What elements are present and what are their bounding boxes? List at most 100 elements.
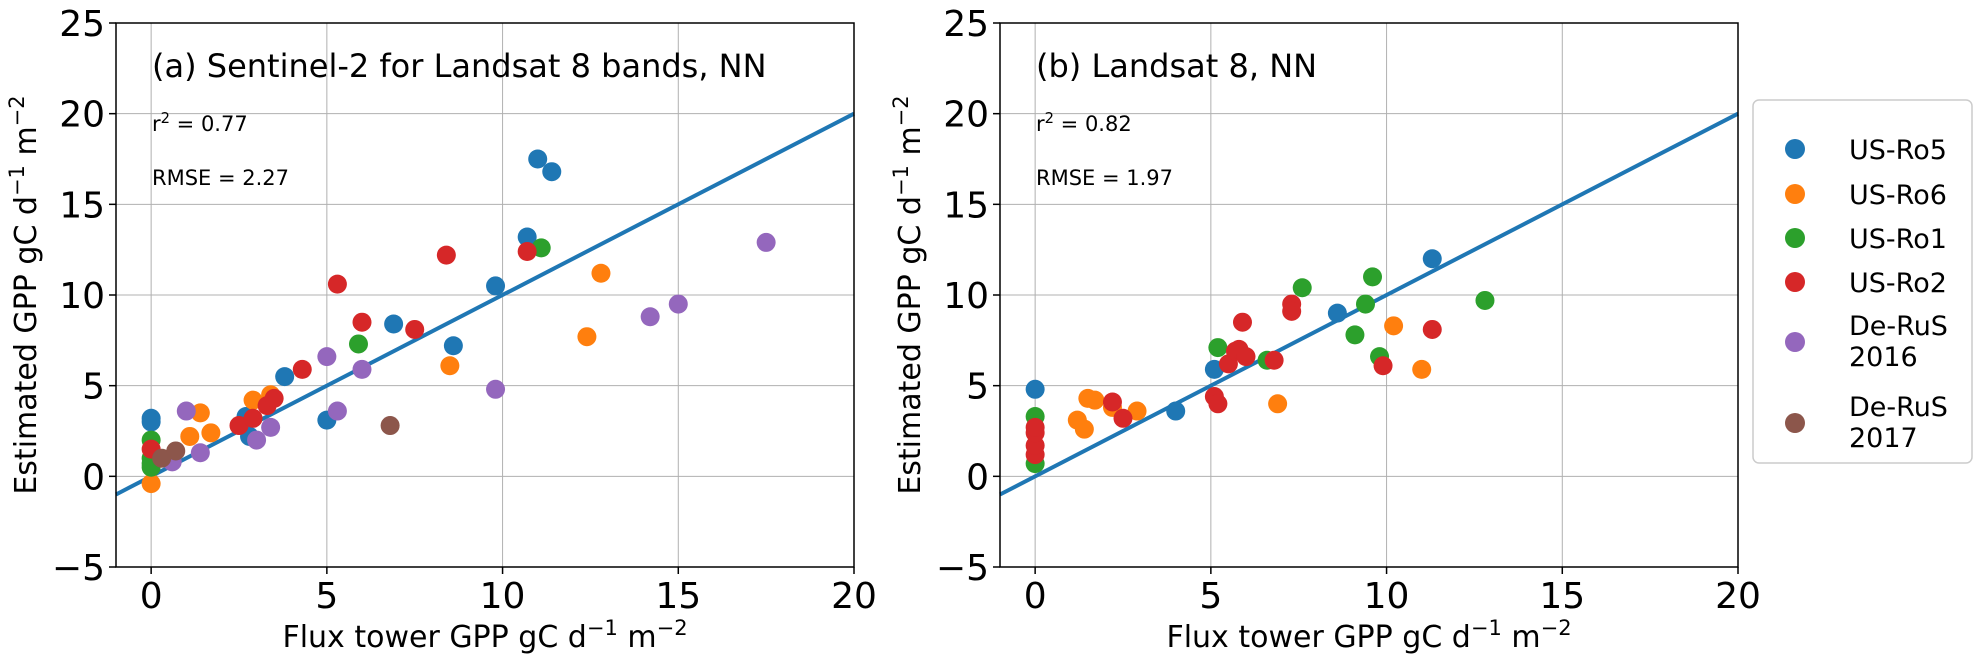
data-point bbox=[517, 241, 537, 261]
data-point bbox=[180, 426, 200, 446]
data-point bbox=[352, 359, 372, 379]
y-tick-label: 25 bbox=[59, 4, 105, 45]
data-point bbox=[1236, 347, 1256, 367]
series-us-ro6 bbox=[141, 263, 611, 494]
data-point bbox=[1025, 379, 1045, 399]
y-tick-label: 10 bbox=[59, 276, 105, 317]
data-point bbox=[1127, 401, 1147, 421]
panel-title: (a) Sentinel-2 for Landsat 8 bands, NN bbox=[152, 47, 767, 85]
data-point bbox=[1345, 325, 1365, 345]
data-point bbox=[1384, 316, 1404, 336]
series-us-ro1 bbox=[141, 238, 551, 477]
data-point bbox=[1422, 319, 1442, 339]
data-point bbox=[1292, 278, 1312, 298]
data-point bbox=[247, 430, 267, 450]
legend: US-Ro5 US-Ro6 US-Ro1 US-Ro2 De-RuS 2016 De-RuS… bbox=[1752, 99, 1973, 464]
x-axis-label: Flux tower GPP gC d−1 m−2 bbox=[282, 616, 687, 655]
data-point bbox=[275, 367, 295, 387]
data-point bbox=[317, 347, 337, 367]
y-tick-label: 5 bbox=[82, 367, 105, 408]
data-point bbox=[261, 417, 281, 437]
data-point bbox=[292, 359, 312, 379]
panel-title: (b) Landsat 8, NN bbox=[1036, 47, 1317, 85]
y-axis-label: Estimated GPP gC d−1 m−2 bbox=[5, 95, 44, 494]
data-point bbox=[668, 294, 688, 314]
data-point bbox=[1475, 290, 1495, 310]
y-axis-label: Estimated GPP gC d−1 m−2 bbox=[889, 95, 928, 494]
data-point bbox=[517, 227, 537, 247]
data-point bbox=[1102, 392, 1122, 412]
x-tick-label: 0 bbox=[1024, 576, 1047, 617]
series-us-ro5 bbox=[1025, 249, 1442, 421]
data-point bbox=[756, 232, 776, 252]
data-point bbox=[1208, 394, 1228, 414]
data-point bbox=[1363, 267, 1383, 287]
data-point bbox=[486, 379, 506, 399]
x-tick-label: 5 bbox=[315, 576, 338, 617]
data-point bbox=[1025, 417, 1045, 437]
series-de-rus-2017 bbox=[152, 416, 400, 468]
x-tick-label: 15 bbox=[655, 576, 701, 617]
data-point bbox=[190, 403, 210, 423]
data-point bbox=[327, 401, 347, 421]
data-point bbox=[1166, 401, 1186, 421]
data-point bbox=[1074, 419, 1094, 439]
data-point bbox=[380, 416, 400, 436]
y-tick-label: −5 bbox=[52, 548, 105, 589]
rmse-label: RMSE = 1.97 bbox=[1036, 166, 1173, 190]
legend-marker bbox=[1785, 413, 1805, 433]
x-tick-label: 10 bbox=[1364, 576, 1410, 617]
y-tick-label: 20 bbox=[59, 95, 105, 136]
legend-label: US-Ro2 bbox=[1849, 268, 1947, 299]
data-point bbox=[176, 401, 196, 421]
r-squared-label: r2 = 0.77 bbox=[152, 110, 248, 137]
legend-marker bbox=[1785, 139, 1805, 159]
data-point bbox=[443, 336, 463, 356]
legend-marker bbox=[1785, 332, 1805, 352]
x-axis-label: Flux tower GPP gC d−1 m−2 bbox=[1166, 616, 1571, 655]
y-tick-label: 0 bbox=[966, 457, 989, 498]
data-point bbox=[190, 443, 210, 463]
panel-b: 0 5 10 15 20 −5 0 5 10 15 20 25 Flux tower GPP gC d−… bbox=[889, 4, 1761, 655]
data-point bbox=[352, 312, 372, 332]
r-squared-label: r2 = 0.82 bbox=[1036, 110, 1132, 137]
data-point bbox=[1264, 350, 1284, 370]
series-us-ro6 bbox=[1067, 316, 1432, 439]
data-point bbox=[243, 408, 263, 428]
data-point bbox=[1327, 303, 1347, 323]
legend-marker bbox=[1785, 228, 1805, 248]
data-point bbox=[1422, 249, 1442, 269]
legend-label: De-RuS 2016 bbox=[1849, 311, 1948, 373]
data-point bbox=[436, 245, 456, 265]
legend-label: De-RuS 2017 bbox=[1849, 392, 1948, 454]
data-point bbox=[486, 276, 506, 296]
data-point bbox=[640, 307, 660, 327]
y-tick-label: 25 bbox=[943, 4, 989, 45]
legend-label: US-Ro6 bbox=[1849, 180, 1947, 211]
x-tick-label: 20 bbox=[831, 576, 877, 617]
data-point bbox=[1268, 394, 1288, 414]
x-tick-label: 10 bbox=[480, 576, 526, 617]
legend-label: US-Ro1 bbox=[1849, 224, 1947, 255]
data-point bbox=[141, 474, 161, 494]
x-tick-label: 15 bbox=[1539, 576, 1585, 617]
series-us-ro2 bbox=[1025, 294, 1442, 465]
legend-label: US-Ro5 bbox=[1849, 135, 1947, 166]
legend-frame bbox=[1752, 99, 1973, 464]
panel-a: 0 5 10 15 20 −5 0 5 10 15 20 25 Flux tower GPP gC d−… bbox=[5, 4, 877, 655]
data-point bbox=[1232, 312, 1252, 332]
data-point bbox=[1113, 408, 1133, 428]
y-tick-label: 15 bbox=[59, 185, 105, 226]
data-point bbox=[1355, 294, 1375, 314]
y-tick-label: −5 bbox=[936, 548, 989, 589]
data-point bbox=[152, 448, 172, 468]
data-point bbox=[542, 162, 562, 182]
y-tick-label: 5 bbox=[966, 367, 989, 408]
data-point bbox=[229, 416, 249, 436]
x-tick-label: 5 bbox=[1199, 576, 1222, 617]
y-tick-label: 20 bbox=[943, 95, 989, 136]
data-point bbox=[384, 314, 404, 334]
data-point bbox=[405, 319, 425, 339]
data-point bbox=[440, 356, 460, 376]
